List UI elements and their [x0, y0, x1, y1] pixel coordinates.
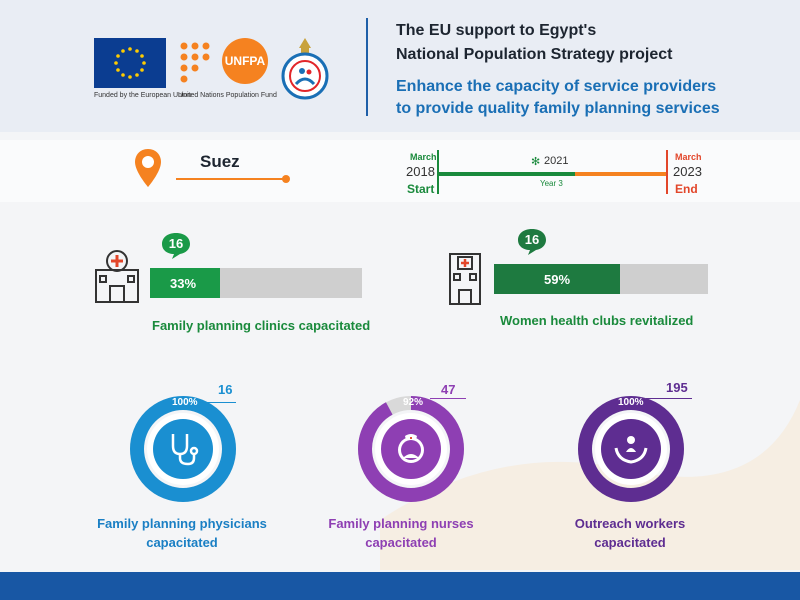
- header-banner: Funded by the European Union UNFPA Unite…: [0, 0, 800, 132]
- timeline-start-year: 2018: [406, 164, 435, 179]
- ring-progress-arc: [358, 396, 464, 502]
- outreach-leader-line: [646, 398, 692, 399]
- ring-inner-disc: [153, 419, 213, 479]
- nurses-leader-line: [430, 398, 466, 399]
- clinic-building-icon: [95, 250, 139, 303]
- hospital-building-icon: [449, 253, 481, 305]
- timeline-start-label: Start: [407, 182, 435, 196]
- unfpa-caption: United Nations Population Fund: [178, 92, 277, 99]
- outreach-label-line-2: capacitated: [594, 535, 666, 550]
- page-title-line-2: National Population Strategy project: [396, 46, 673, 63]
- timeline-remaining-bar: [575, 172, 666, 176]
- nurses-percent: 92%: [403, 397, 424, 408]
- timeline-end-year: 2023: [673, 164, 702, 179]
- background-wave: [380, 400, 800, 570]
- location-underline: [176, 178, 286, 180]
- clubs-label: Women health clubs revitalized: [500, 313, 694, 328]
- timeline-current-year: 2021: [544, 155, 569, 167]
- clubs-count: 16: [524, 232, 540, 247]
- count-badge-bubble: [162, 233, 190, 259]
- stethoscope-icon: [171, 434, 199, 466]
- eu-caption: Funded by the European Union: [94, 92, 192, 99]
- outreach-label: Outreach workers capacitated: [530, 514, 730, 552]
- header-divider: [366, 18, 368, 116]
- timeline-start-tick: [437, 150, 439, 194]
- clubs-bar-fill: [494, 264, 620, 294]
- unfpa-dots-logo: [180, 42, 210, 83]
- physicians-percent: 100%: [172, 397, 198, 408]
- eu-flag-logo: [94, 38, 166, 88]
- page-subtitle-line-1: Enhance the capacity of service provider…: [396, 78, 717, 95]
- timeline-progress-bar: [439, 172, 575, 176]
- outreach-count: 195: [666, 380, 688, 395]
- timeline-end-label: End: [675, 182, 698, 196]
- nurses-count: 47: [441, 382, 456, 397]
- unfpa-wordmark-logo: UNFPA: [222, 38, 268, 84]
- clubs-percent: 59%: [544, 272, 571, 287]
- physicians-label-line-1: Family planning physicians: [97, 516, 267, 531]
- clinics-count: 16: [168, 236, 184, 251]
- location-underline-dot: [282, 175, 290, 183]
- clinics-percent: 33%: [170, 276, 197, 291]
- nurses-label: Family planning nurses capacitated: [301, 514, 501, 552]
- page-subtitle-line-2: to provide quality family planning servi…: [396, 100, 720, 117]
- physicians-label-line-2: capacitated: [146, 535, 218, 550]
- timeline-end-tick: [666, 150, 668, 194]
- nurse-icon: [398, 434, 424, 463]
- physicians-label: Family planning physicians capacitated: [82, 514, 282, 552]
- outreach-label-line-1: Outreach workers: [574, 516, 686, 531]
- ministry-of-health-logo: [281, 38, 329, 100]
- caring-hands-icon: [614, 436, 648, 464]
- gear-icon: ✻: [531, 156, 541, 168]
- footer-bar: [0, 572, 800, 600]
- timeline-end-month: March: [675, 152, 702, 162]
- physicians-ring: [130, 396, 236, 502]
- timeline-start-month: March: [410, 152, 437, 162]
- ring-progress-arc: [130, 396, 236, 502]
- physicians-leader-line: [200, 402, 236, 403]
- timeline-current-label: Year 3: [540, 179, 563, 188]
- clinics-label: Family planning clinics capacitated: [152, 318, 371, 333]
- clinics-bar-fill: [150, 268, 220, 298]
- location-name: Suez: [200, 152, 240, 171]
- nurses-label-line-1: Family planning nurses: [328, 516, 474, 531]
- outreach-percent: 100%: [618, 397, 644, 408]
- physicians-count: 16: [218, 382, 233, 397]
- nurses-label-line-2: capacitated: [365, 535, 437, 550]
- count-badge-bubble: [518, 229, 546, 255]
- page-title-line-1: The EU support to Egypt's: [396, 22, 597, 39]
- ring-progress-arc: [578, 396, 684, 502]
- location-pin-icon: [135, 149, 161, 187]
